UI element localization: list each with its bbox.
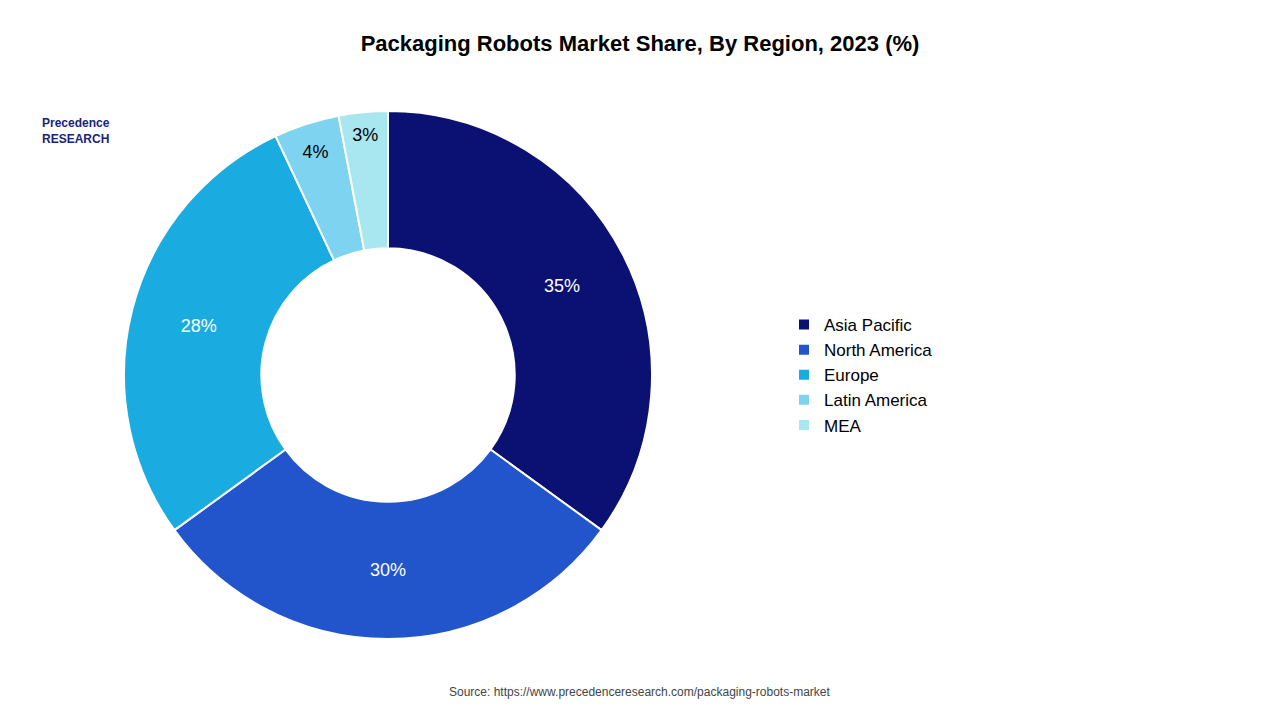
svg-text:PrecedenceRESEARCH: PrecedenceRESEARCH — [42, 116, 110, 146]
svg-text:Asia Pacific: Asia Pacific — [824, 316, 912, 335]
svg-text:28%: 28% — [181, 316, 217, 336]
svg-text:30%: 30% — [370, 560, 406, 580]
svg-text:4%: 4% — [302, 142, 328, 162]
svg-text:3%: 3% — [352, 125, 378, 145]
svg-text:MEA: MEA — [824, 417, 862, 436]
svg-text:North America: North America — [824, 341, 932, 360]
svg-text:Latin America: Latin America — [824, 391, 928, 410]
svg-text:35%: 35% — [544, 276, 580, 296]
svg-text:Europe: Europe — [824, 366, 879, 385]
svg-text:Packaging Robots Market Share,: Packaging Robots Market Share, By Region… — [361, 31, 920, 56]
svg-text:Source: https://www.precedence: Source: https://www.precedenceresearch.c… — [449, 685, 831, 699]
